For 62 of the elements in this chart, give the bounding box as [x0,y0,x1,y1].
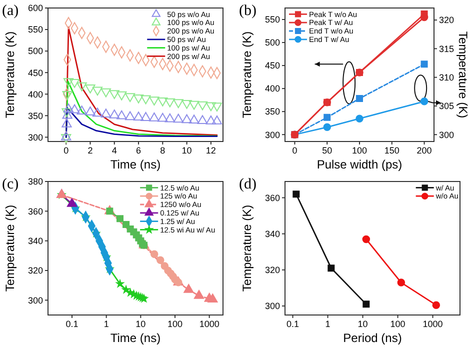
x-tick-label: 0 [292,146,298,156]
y-tick-label: 400 [28,89,43,100]
x-tick-label: 100 [167,319,183,329]
y-tick-label: 600 [28,3,43,14]
y-tick-label: 500 [28,46,43,56]
y-tick-label: 350 [264,106,280,117]
y-tick-label: 380 [28,176,43,187]
x-tick-label: 0.1 [286,319,300,329]
y-tick-label: 300 [28,295,43,306]
x-tick-label: 4 [112,146,117,156]
x-tick-label: 200 [416,146,432,156]
x-tick-label: 1000 [422,319,443,329]
y-tick-label: 400 [264,84,280,94]
x-tick-label: 1000 [199,319,220,329]
y2-tick-label: 310 [439,72,454,82]
y-tick-label: 500 [264,38,280,48]
x-tick-label: 8 [160,146,166,156]
y-tick-label: 320 [264,265,280,276]
y2-tick-label: 320 [439,15,454,26]
y-axis-title: Temperature (K) [3,31,17,118]
y-tick-label: 320 [28,266,43,276]
y-tick-label: 450 [28,68,43,78]
x-tick-label: 50 [322,146,332,156]
y2-tick-label: 305 [439,101,454,112]
x-tick-label: 1 [104,319,109,329]
x-tick-label: 10 [136,319,146,329]
x-tick-label: 1 [325,319,330,329]
x-axis-title: Time (ns) [110,331,161,345]
y-tick-label: 350 [28,110,43,121]
y-tick-label: 340 [28,236,43,246]
y-tick-label: 300 [264,130,280,140]
x-tick-label: 100 [352,146,368,156]
x-tick-label: 2 [88,146,93,156]
text: (c) [2,176,19,192]
text: (b) [239,3,256,19]
y-axis-title: Temperature (K) [3,204,17,292]
x-tick-label: 100 [390,319,406,329]
x-tick-label: 10 [358,319,368,329]
x-tick-label: 6 [136,146,142,156]
y-tick-label: 300 [264,301,280,312]
y2-tick-label: 315 [439,44,454,54]
x-tick-label: 10 [182,146,192,156]
x-axis-title: Time (ns) [110,158,161,172]
x-axis-title: Period (ns) [343,331,402,345]
y-tick-label: 360 [28,206,43,216]
x-tick-label: 0.1 [66,319,78,329]
y-axis-title: Temperature (K) [240,31,254,118]
y-axis-title: Temperature (K) [240,204,254,292]
y-tick-label: 340 [264,228,280,239]
y-tick-label: 300 [28,132,43,142]
x-tick-label: 150 [384,146,400,156]
y-tick-label: 550 [264,14,280,25]
y-tick-label: 550 [28,24,43,35]
text: (a) [2,3,19,19]
x-axis-title: Pulse width (ps) [316,158,402,172]
y-tick-label: 360 [264,192,280,203]
y2-tick-label: 300 [439,130,454,140]
y-tick-label: 450 [264,60,280,71]
x-tick-label: 0 [64,146,69,156]
text: (d) [239,176,256,192]
y2-axis-title: Temperature (K) [456,31,470,118]
x-tick-label: 12 [206,146,216,156]
